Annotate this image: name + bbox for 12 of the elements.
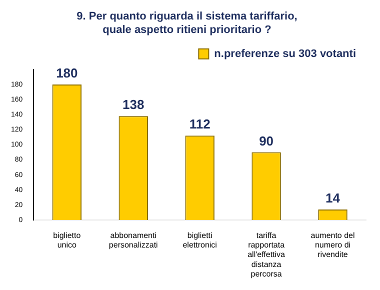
legend-label: n.preferenze su 303 votanti [214,48,356,60]
data-label: 112 [189,116,210,132]
x-tick-label: abbonamenti personalizzati [108,231,158,250]
x-tick-label: aumento del numero di rivendite [310,231,356,260]
chart-title: 9. Per quanto riguarda il sistema tariffario, quale aspetto ritieni prioritario ? [76,10,298,36]
data-label: 138 [122,97,144,112]
x-tick-label: tariffa rapportata all'effettiva distanza percorsa [248,231,286,278]
data-label: 14 [326,190,341,206]
x-tick-label: biglietti elettronici [182,231,218,250]
x-tick-label: biglietto unico [53,231,82,250]
data-label: 90 [259,133,274,148]
data-label: 180 [56,66,78,81]
